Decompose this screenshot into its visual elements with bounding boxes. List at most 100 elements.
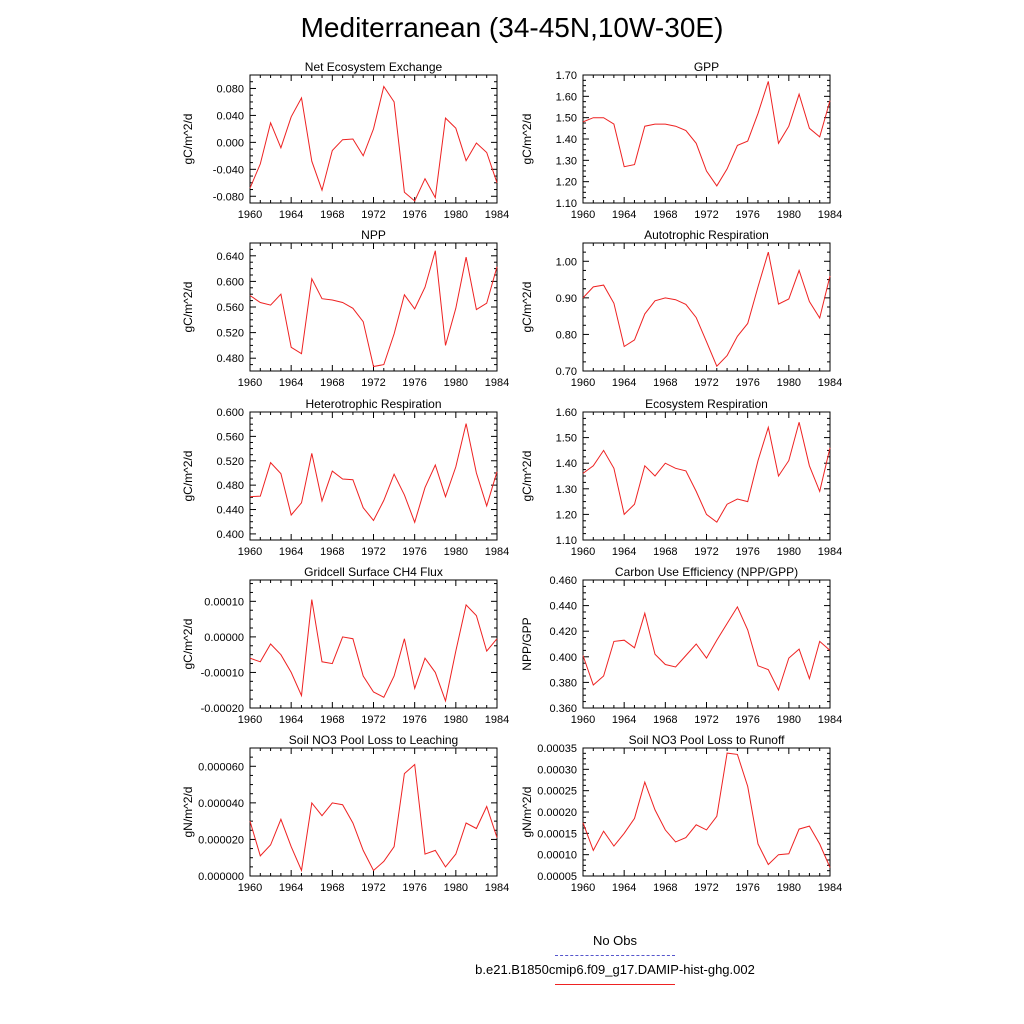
y-axis-label: gC/m^2/d xyxy=(181,451,195,502)
y-tick-label: 0.000040 xyxy=(198,798,244,810)
chart-title: Ecosystem Respiration xyxy=(645,397,768,411)
chart-panel-2: 1960 1964 1968 1972 1976 1980 1984 0.640 0.600 0.… xyxy=(181,228,509,389)
y-tick-label: 1.70 xyxy=(556,70,577,82)
y-tick-label: 0.440 xyxy=(216,505,244,517)
y-tick-label: 0.520 xyxy=(216,328,244,340)
y-tick-label: -0.040 xyxy=(213,164,244,176)
x-tick-label: 1980 xyxy=(777,714,801,726)
x-tick-label: 1968 xyxy=(653,882,677,894)
y-tick-label: 0.400 xyxy=(216,529,244,541)
x-tick-label: 1976 xyxy=(402,546,426,558)
y-tick-label: 0.460 xyxy=(549,575,577,587)
y-tick-label: 0.420 xyxy=(549,626,577,638)
y-tick-label: -0.00020 xyxy=(201,703,244,715)
x-tick-label: 1980 xyxy=(444,209,468,221)
y-axis-label: gN/m^2/d xyxy=(181,787,195,838)
x-tick-label: 1980 xyxy=(444,546,468,558)
y-tick-label: 0.440 xyxy=(549,601,577,613)
x-tick-label: 1984 xyxy=(485,377,509,389)
x-tick-label: 1960 xyxy=(238,377,262,389)
y-tick-label: 0.040 xyxy=(216,110,244,122)
x-tick-label: 1968 xyxy=(320,882,344,894)
x-tick-label: 1980 xyxy=(777,377,801,389)
x-tick-label: 1976 xyxy=(402,714,426,726)
y-tick-label: 0.480 xyxy=(216,353,244,365)
x-tick-label: 1960 xyxy=(238,546,262,558)
x-tick-label: 1972 xyxy=(694,714,718,726)
x-tick-label: 1984 xyxy=(485,882,509,894)
x-tick-label: 1964 xyxy=(279,546,303,558)
page-title: Mediterranean (34-45N,10W-30E) xyxy=(300,12,724,43)
x-tick-label: 1984 xyxy=(485,546,509,558)
y-tick-label: 0.560 xyxy=(216,431,244,443)
plot-frame xyxy=(582,747,831,877)
x-tick-label: 1968 xyxy=(653,546,677,558)
series-line xyxy=(249,599,498,703)
y-tick-label: 1.10 xyxy=(556,198,577,210)
x-tick-label: 1960 xyxy=(571,209,595,221)
y-tick-label: 1.40 xyxy=(556,134,577,146)
plot-frame xyxy=(582,411,831,541)
x-tick-label: 1960 xyxy=(238,209,262,221)
y-tick-label: 1.20 xyxy=(556,177,577,189)
y-tick-label: 0.600 xyxy=(216,276,244,288)
chart-title: Soil NO3 Pool Loss to Runoff xyxy=(629,733,786,747)
y-tick-label: 0.00020 xyxy=(537,807,577,819)
x-tick-label: 1968 xyxy=(320,546,344,558)
x-tick-label: 1972 xyxy=(361,209,385,221)
x-tick-label: 1964 xyxy=(612,546,636,558)
x-tick-label: 1964 xyxy=(612,714,636,726)
x-tick-label: 1968 xyxy=(320,377,344,389)
y-tick-label: 1.40 xyxy=(556,458,577,470)
y-tick-label: -0.080 xyxy=(213,191,244,203)
x-tick-label: 1964 xyxy=(612,209,636,221)
y-tick-label: -0.00010 xyxy=(201,667,244,679)
y-axis-label: gC/m^2/d xyxy=(181,282,195,333)
y-tick-label: 1.60 xyxy=(556,91,577,103)
x-tick-label: 1976 xyxy=(402,882,426,894)
x-tick-label: 1968 xyxy=(320,714,344,726)
y-tick-label: 0.000060 xyxy=(198,761,244,773)
x-tick-label: 1984 xyxy=(485,209,509,221)
series-line xyxy=(582,752,831,868)
y-tick-label: 0.000020 xyxy=(198,834,244,846)
series-line xyxy=(249,250,498,368)
x-tick-label: 1984 xyxy=(818,377,842,389)
y-tick-label: 1.10 xyxy=(556,535,577,547)
x-tick-label: 1980 xyxy=(444,882,468,894)
y-axis-label: gC/m^2/d xyxy=(520,282,534,333)
y-tick-label: 0.00005 xyxy=(537,871,577,883)
x-tick-label: 1972 xyxy=(694,377,718,389)
chart-title: Carbon Use Efficiency (NPP/GPP) xyxy=(615,565,798,579)
x-tick-label: 1976 xyxy=(735,209,759,221)
legend-label-run: b.e21.B1850cmip6.f09_g17.DAMIP-hist-ghg.… xyxy=(475,962,755,977)
chart-title: GPP xyxy=(694,60,719,74)
legend-label-no-obs: No Obs xyxy=(592,933,638,948)
x-tick-label: 1980 xyxy=(777,546,801,558)
y-tick-label: 0.00010 xyxy=(537,850,577,862)
x-tick-label: 1964 xyxy=(279,209,303,221)
y-axis-label: gC/m^2/d xyxy=(520,451,534,502)
series-line xyxy=(582,251,831,368)
x-tick-label: 1964 xyxy=(612,882,636,894)
x-tick-label: 1972 xyxy=(694,882,718,894)
y-tick-label: 1.30 xyxy=(556,155,577,167)
y-tick-label: 1.30 xyxy=(556,484,577,496)
x-tick-label: 1972 xyxy=(694,209,718,221)
chart-panel-9: 1960 1964 1968 1972 1976 1980 1984 0.00035 0.000… xyxy=(520,733,842,894)
plot-frame xyxy=(582,74,831,204)
x-tick-label: 1984 xyxy=(818,546,842,558)
series-line xyxy=(582,81,831,187)
chart-panel-4: 1960 1964 1968 1972 1976 1980 1984 0.600 0.560 0.… xyxy=(181,397,509,558)
chart-title: Heterotrophic Respiration xyxy=(305,397,441,411)
chart-panel-6: 1960 1964 1968 1972 1976 1980 1984 0.00010 0.000… xyxy=(181,565,509,726)
y-axis-label: gC/m^2/d xyxy=(181,619,195,670)
x-tick-label: 1964 xyxy=(612,377,636,389)
y-axis-label: gN/m^2/d xyxy=(520,787,534,838)
y-tick-label: 0.480 xyxy=(216,480,244,492)
x-tick-label: 1968 xyxy=(653,209,677,221)
x-tick-label: 1968 xyxy=(653,714,677,726)
x-tick-label: 1980 xyxy=(444,714,468,726)
y-tick-label: 0.90 xyxy=(556,293,577,305)
